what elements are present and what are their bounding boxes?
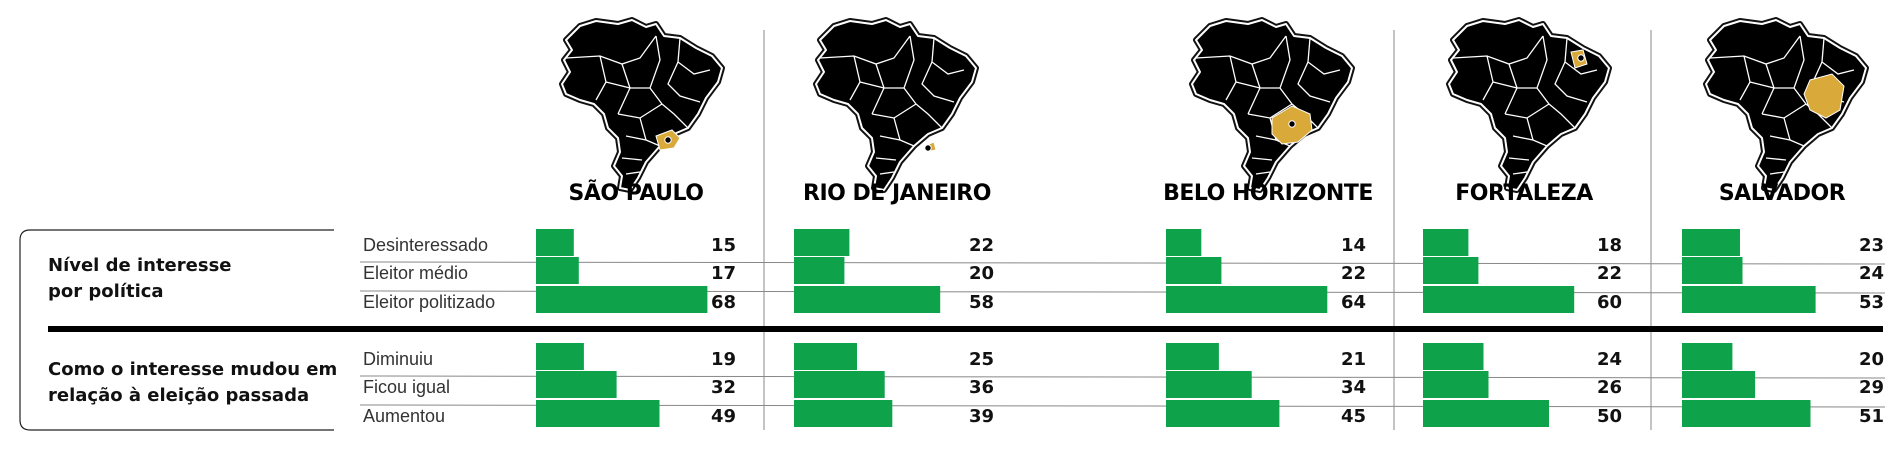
bar xyxy=(794,229,850,256)
bar xyxy=(1682,257,1743,284)
city-title: BELO HORIZONTE xyxy=(1163,181,1373,206)
bar xyxy=(1423,400,1549,427)
bar xyxy=(794,286,941,313)
bar xyxy=(1166,343,1219,370)
highlighted-state xyxy=(1803,73,1845,119)
value-label: 36 xyxy=(969,377,994,398)
value-label: 25 xyxy=(969,349,994,370)
brazil-outline xyxy=(1706,20,1866,190)
row-label: Diminuiu xyxy=(363,349,433,369)
bar xyxy=(1166,371,1252,398)
value-label: 26 xyxy=(1597,377,1622,398)
bar xyxy=(1423,343,1484,370)
value-label: 45 xyxy=(1341,406,1366,427)
bar xyxy=(1423,257,1479,284)
value-label: 22 xyxy=(1341,263,1366,284)
bar xyxy=(1682,286,1816,313)
city-title: RIO DE JANEIRO xyxy=(803,181,991,206)
brazil-map-mg-highlight-icon xyxy=(1192,20,1352,190)
value-label: 19 xyxy=(711,349,736,370)
city-dot xyxy=(1577,54,1585,62)
value-label: 21 xyxy=(1341,349,1366,370)
bar xyxy=(794,400,893,427)
city-dot xyxy=(1288,120,1296,128)
bar xyxy=(1682,343,1733,370)
bar xyxy=(536,286,708,313)
row-label: Aumentou xyxy=(363,406,445,426)
bar xyxy=(1166,229,1202,256)
value-label: 20 xyxy=(969,263,994,284)
brazil-outline xyxy=(1449,20,1609,190)
bar xyxy=(1682,400,1811,427)
group-label-interest-line2: por política xyxy=(48,281,164,302)
city-dot xyxy=(664,136,672,144)
group-label-change: Como o interesse mudou em relação à elei… xyxy=(48,357,337,409)
bar xyxy=(1682,229,1740,256)
value-label: 24 xyxy=(1859,263,1884,284)
group-label-interest-line1: Nível de interesse xyxy=(48,255,232,276)
group-bracket xyxy=(19,229,334,431)
value-label: 22 xyxy=(1597,263,1622,284)
value-label: 23 xyxy=(1859,235,1884,256)
row-separator xyxy=(359,261,1886,265)
value-label: 15 xyxy=(711,235,736,256)
city-dot xyxy=(924,144,932,152)
brazil-map-ba-highlight-icon xyxy=(1706,20,1866,190)
value-label: 64 xyxy=(1341,292,1366,313)
brazil-outline xyxy=(1192,20,1352,190)
bar xyxy=(1423,229,1469,256)
bar xyxy=(1166,257,1222,284)
row-label: Eleitor politizado xyxy=(363,292,495,312)
value-label: 22 xyxy=(969,235,994,256)
brazil-outline xyxy=(816,20,976,190)
value-label: 39 xyxy=(969,406,994,427)
value-label: 17 xyxy=(711,263,736,284)
value-label: 58 xyxy=(969,292,994,313)
section-divider xyxy=(48,326,1883,332)
brazil-map-ce-highlight-icon xyxy=(1449,20,1609,190)
bar xyxy=(1166,400,1280,427)
bar xyxy=(1166,286,1328,313)
row-label: Ficou igual xyxy=(363,377,450,397)
value-label: 18 xyxy=(1597,235,1622,256)
brazil-map-sp-highlight-icon xyxy=(562,20,722,190)
bar xyxy=(536,257,579,284)
row-label: Eleitor médio xyxy=(363,263,468,283)
city-title: SALVADOR xyxy=(1719,181,1846,206)
bar xyxy=(536,371,617,398)
bar xyxy=(1682,371,1756,398)
value-label: 34 xyxy=(1341,377,1366,398)
value-label: 50 xyxy=(1597,406,1622,427)
value-label: 29 xyxy=(1859,377,1884,398)
bar xyxy=(1423,371,1489,398)
value-label: 14 xyxy=(1341,235,1366,256)
value-label: 20 xyxy=(1859,349,1884,370)
bar xyxy=(794,343,857,370)
bar xyxy=(536,229,574,256)
brazil-outline xyxy=(562,20,722,190)
row-label: Desinteressado xyxy=(363,235,488,255)
value-label: 68 xyxy=(711,292,736,313)
value-label: 53 xyxy=(1859,292,1884,313)
bar xyxy=(536,400,660,427)
bar xyxy=(536,343,584,370)
brazil-map-rj-highlight-icon xyxy=(816,20,976,190)
bar xyxy=(794,257,845,284)
value-label: 24 xyxy=(1597,349,1622,370)
bar xyxy=(794,371,885,398)
group-label-change-line2: relação à eleição passada xyxy=(48,385,310,406)
city-title: SÃO PAULO xyxy=(569,180,704,206)
value-label: 51 xyxy=(1859,406,1884,427)
value-label: 32 xyxy=(711,377,736,398)
value-label: 60 xyxy=(1597,292,1622,313)
group-label-interest: Nível de interesse por política xyxy=(48,253,232,305)
city-title: FORTALEZA xyxy=(1455,181,1593,206)
bar xyxy=(1423,286,1575,313)
group-label-change-line1: Como o interesse mudou em xyxy=(48,359,338,380)
value-label: 49 xyxy=(711,406,736,427)
